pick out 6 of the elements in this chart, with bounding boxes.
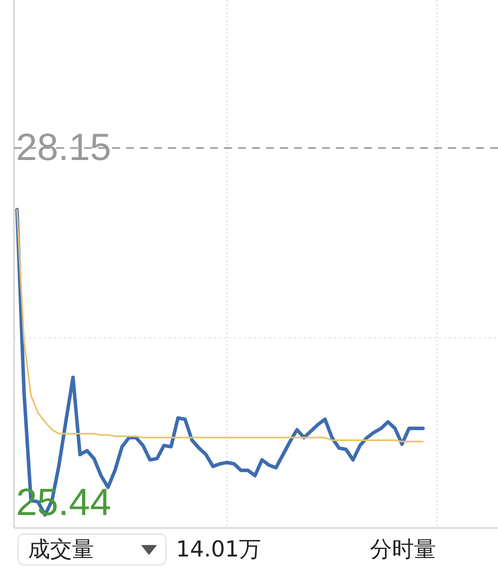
text: 分时量 <box>370 538 436 562</box>
line-series <box>16 208 424 442</box>
line-series <box>15 208 425 517</box>
y-tick-label: 28.15 <box>16 127 112 170</box>
text: 14.01万 <box>176 538 261 562</box>
text: 成交量 <box>28 538 94 562</box>
